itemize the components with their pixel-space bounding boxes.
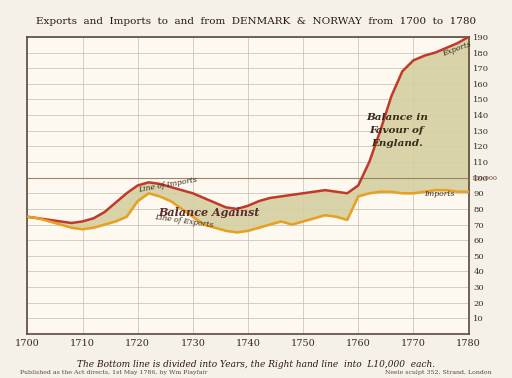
Text: The Bottom line is divided into Years, the Right hand line  into  L10,000  each.: The Bottom line is divided into Years, t…	[77, 359, 435, 369]
Text: Exports  and  Imports  to  and  from  DENMARK  &  NORWAY  from  1700  to  1780: Exports and Imports to and from DENMARK …	[36, 17, 476, 26]
Text: Line of Imports: Line of Imports	[138, 175, 198, 194]
Text: 100,000: 100,000	[471, 175, 497, 180]
Text: Balance in
Favour of
England.: Balance in Favour of England.	[366, 113, 428, 149]
Text: Exports: Exports	[441, 40, 472, 58]
Text: Line of Exports: Line of Exports	[154, 214, 214, 230]
Text: Balance Against: Balance Against	[159, 206, 260, 218]
Text: Neele sculpt 352, Strand, London: Neele sculpt 352, Strand, London	[385, 370, 492, 375]
Text: Imports: Imports	[424, 191, 455, 198]
Text: Published as the Act directs, 1st May 1786, by Wm Playfair: Published as the Act directs, 1st May 17…	[20, 370, 208, 375]
